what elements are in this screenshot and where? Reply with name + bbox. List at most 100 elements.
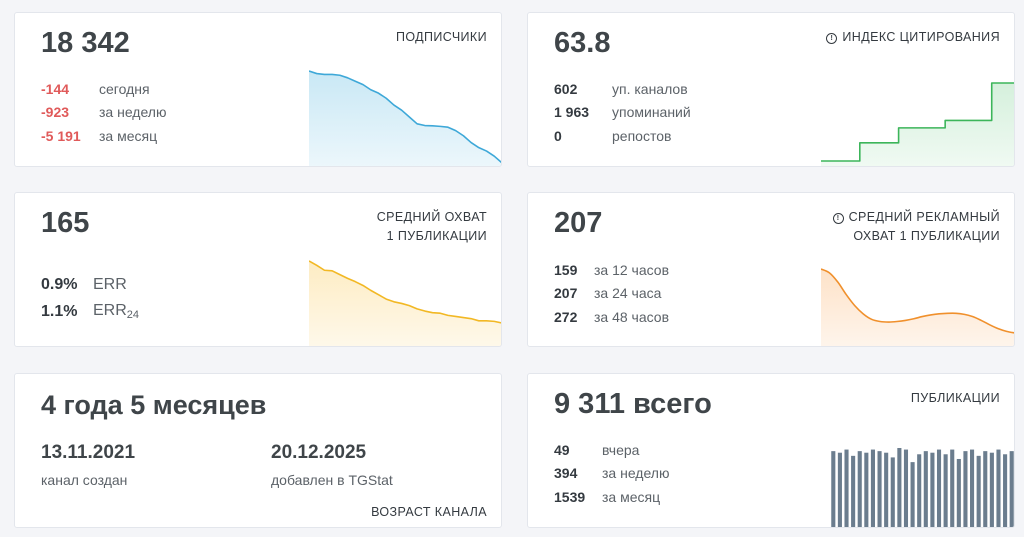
posts-bar bbox=[864, 452, 869, 527]
posts-total: 9 311 всего bbox=[554, 388, 712, 421]
posts-bar bbox=[956, 458, 961, 527]
posts-bar bbox=[976, 455, 981, 527]
posts-label: ПУБЛИКАЦИИ bbox=[910, 391, 1000, 405]
stat-desc: за неделю bbox=[99, 104, 167, 121]
posts-bar bbox=[923, 451, 928, 527]
channel-age-card: 4 года 5 месяцев 13.11.2021 канал создан… bbox=[14, 373, 502, 528]
created-caption: канал создан bbox=[41, 472, 128, 488]
posts-bar bbox=[936, 449, 942, 527]
posts-bar bbox=[983, 451, 988, 527]
stat-desc: за 24 часа bbox=[594, 285, 662, 302]
stat-row-yesterday: 49 вчера bbox=[554, 438, 669, 462]
subscribers-sparkline[interactable] bbox=[309, 67, 502, 167]
posts-bar bbox=[897, 448, 902, 527]
posts-bar bbox=[837, 452, 842, 527]
ad-reach-card[interactable]: 207 ! СРЕДНИЙ РЕКЛАМНЫЙ ОХВАТ 1 ПУБЛИКАЦИ… bbox=[527, 192, 1015, 347]
created-block: 13.11.2021 канал создан bbox=[41, 442, 135, 488]
stat-row-week: -923 за неделю bbox=[41, 101, 166, 125]
err-stats: 0.9% ERR 1.1% ERR24 bbox=[41, 271, 139, 325]
subscribers-count: 18 342 bbox=[41, 27, 130, 59]
reach-card[interactable]: 165 СРЕДНИЙ ОХВАТ 1 ПУБЛИКАЦИИ 0.9% ERR 1… bbox=[14, 192, 502, 347]
info-icon[interactable]: ! bbox=[832, 213, 844, 224]
posts-bar bbox=[963, 451, 968, 527]
err-label: ERR bbox=[93, 275, 127, 293]
stat-row-12h: 159 за 12 часов bbox=[554, 258, 669, 282]
stat-value: 394 bbox=[554, 465, 578, 482]
citation-index-value: 63.8 bbox=[554, 27, 611, 59]
reach-label-line1: СРЕДНИЙ ОХВАТ bbox=[376, 210, 487, 224]
added-date: 20.12.2025 bbox=[271, 442, 367, 463]
posts-bar bbox=[831, 451, 836, 527]
citation-sparkline[interactable] bbox=[821, 79, 1015, 167]
posts-bar-chart[interactable] bbox=[830, 446, 1015, 528]
sparkline-line bbox=[821, 268, 1014, 334]
err24-row: 1.1% ERR24 bbox=[41, 298, 139, 325]
channel-age-label: ВОЗРАСТ КАНАЛА bbox=[371, 505, 487, 519]
posts-bar bbox=[844, 449, 849, 527]
posts-bar bbox=[903, 449, 909, 527]
stat-row-mentions: 1 963 упоминаний bbox=[554, 101, 691, 125]
posts-total-suffix: всего bbox=[633, 388, 712, 420]
posts-bar bbox=[970, 449, 975, 527]
sparkline-area bbox=[309, 261, 501, 346]
ad-reach-stats: 159 за 12 часов 207 за 24 часа 272 за 48 ча… bbox=[554, 258, 669, 329]
err-row: 0.9% ERR bbox=[41, 271, 139, 298]
ad-reach-label-line1: СРЕДНИЙ РЕКЛАМНЫЙ bbox=[848, 210, 1000, 224]
stat-row-month: -5 191 за месяц bbox=[41, 124, 166, 148]
posts-bar bbox=[917, 454, 922, 527]
stat-value: 272 bbox=[554, 308, 578, 325]
info-icon[interactable]: ! bbox=[826, 33, 838, 44]
posts-bar bbox=[884, 452, 889, 527]
sparkline-area bbox=[821, 83, 1014, 166]
posts-bar bbox=[851, 455, 856, 527]
stat-value: 1539 bbox=[554, 488, 586, 505]
reach-label-line2: 1 ПУБЛИКАЦИИ bbox=[386, 229, 487, 243]
stat-desc: упоминаний bbox=[612, 104, 691, 121]
reach-label: СРЕДНИЙ ОХВАТ 1 ПУБЛИКАЦИИ bbox=[377, 208, 487, 246]
ad-reach-sparkline[interactable] bbox=[821, 265, 1015, 347]
posts-bar bbox=[930, 452, 935, 527]
citation-card[interactable]: 63.8 ! ИНДЕКС ЦИТИРОВАНИЯ 602 уп. каналов … bbox=[527, 12, 1015, 167]
posts-bar bbox=[996, 449, 1001, 527]
citation-label-text: ИНДЕКС ЦИТИРОВАНИЯ bbox=[842, 30, 1000, 44]
stat-row-week: 394 за неделю bbox=[554, 462, 669, 486]
average-reach-value: 165 bbox=[41, 207, 90, 239]
subscribers-stats: -144 сегодня -923 за неделю -5 191 за месяц bbox=[41, 77, 166, 148]
posts-bar bbox=[870, 449, 875, 527]
reach-sparkline[interactable] bbox=[309, 257, 502, 347]
stat-desc: репостов bbox=[612, 127, 672, 144]
channel-age-value: 4 года 5 месяцев bbox=[41, 390, 267, 420]
stat-value: 1 963 bbox=[554, 104, 590, 121]
stat-row-today: -144 сегодня bbox=[41, 77, 166, 101]
citation-stats: 602 уп. каналов 1 963 упоминаний 0 репостов bbox=[554, 77, 691, 148]
ad-reach-label: ! СРЕДНИЙ РЕКЛАМНЫЙ ОХВАТ 1 ПУБЛИКАЦИИ bbox=[832, 208, 1000, 246]
stat-value: 602 bbox=[554, 80, 578, 97]
posts-bar bbox=[1009, 451, 1014, 527]
added-caption: добавлен в TGStat bbox=[271, 472, 393, 488]
stat-row-month: 1539 за месяц bbox=[554, 485, 669, 509]
stat-row-reposts: 0 репостов bbox=[554, 124, 691, 148]
subscribers-card[interactable]: 18 342 ПОДПИСЧИКИ -144 сегодня -923 за нед… bbox=[14, 12, 502, 167]
posts-total-value: 9 311 bbox=[554, 388, 625, 420]
posts-bar bbox=[989, 452, 994, 527]
stat-value: -144 bbox=[41, 80, 70, 97]
stat-desc: за месяц bbox=[99, 127, 158, 144]
added-block: 20.12.2025 добавлен в TGStat bbox=[271, 442, 393, 488]
ad-reach-value: 207 bbox=[554, 207, 603, 239]
sparkline-line bbox=[309, 260, 501, 324]
posts-bar bbox=[890, 457, 895, 527]
err24-subscript: 24 bbox=[126, 309, 140, 321]
posts-card[interactable]: 9 311 всего ПУБЛИКАЦИИ 49 вчера 394 за нед… bbox=[527, 373, 1015, 528]
subscribers-label: ПОДПИСЧИКИ bbox=[395, 30, 487, 44]
sparkline-area bbox=[309, 71, 501, 166]
err-value: 0.9% bbox=[41, 275, 78, 293]
stat-row-48h: 272 за 48 часов bbox=[554, 305, 669, 329]
err24-label: ERR bbox=[93, 302, 127, 319]
created-date: 13.11.2021 bbox=[41, 442, 136, 463]
stat-value: -923 bbox=[41, 104, 70, 121]
stat-row-channels: 602 уп. каналов bbox=[554, 77, 691, 101]
sparkline-line bbox=[821, 82, 1014, 162]
stat-desc: уп. каналов bbox=[612, 80, 688, 97]
ad-reach-label-line2: ОХВАТ 1 ПУБЛИКАЦИИ bbox=[853, 229, 1000, 243]
posts-stats: 49 вчера 394 за неделю 1539 за месяц bbox=[554, 438, 669, 509]
